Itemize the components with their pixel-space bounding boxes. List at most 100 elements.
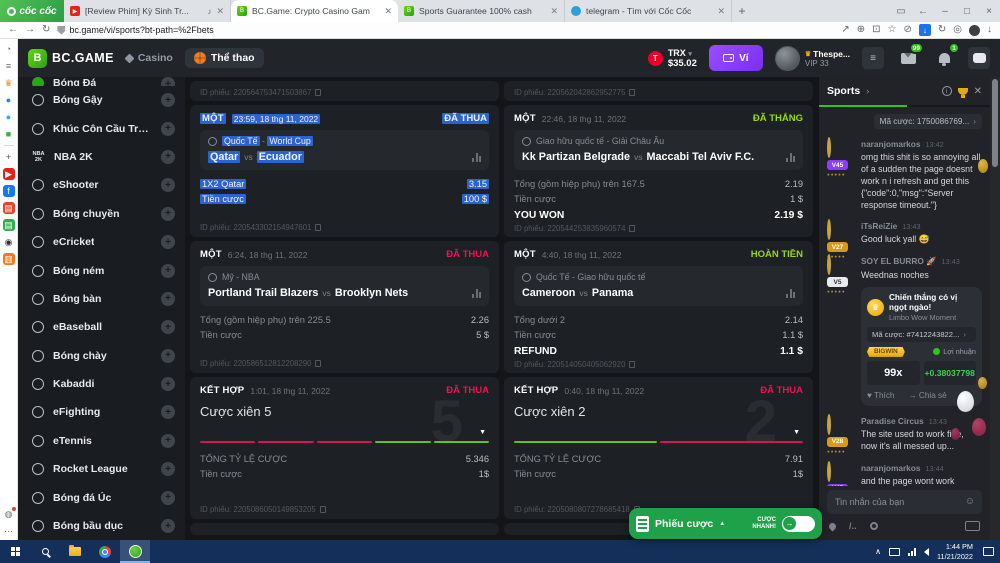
match-panel[interactable]: Quốc Tế - Giao hữu quốc tế Cameroon vs Pan… [514, 266, 803, 306]
bet-id-pill[interactable]: Mã cược: 1750086769... › [873, 114, 982, 129]
tab-close-icon[interactable]: ✕ [384, 5, 392, 16]
expand-plus-icon[interactable]: + [161, 149, 175, 164]
sidebar-item-ecricket[interactable]: eCricket + [18, 228, 185, 256]
trophy-icon[interactable] [957, 87, 968, 98]
tab-close-icon[interactable]: ✕ [216, 5, 224, 16]
avatar[interactable] [827, 137, 831, 158]
coccoc-logo[interactable]: cốc cốc [0, 0, 64, 22]
bookmark-star-icon[interactable]: ☆ [887, 24, 897, 35]
sidebar-item-ebaseball[interactable]: eBaseball + [18, 313, 185, 341]
more-icon[interactable]: ⋯ [4, 525, 13, 536]
expand-plus-icon[interactable]: + [161, 433, 175, 448]
file-explorer-button[interactable] [60, 540, 90, 563]
copy-icon[interactable] [319, 506, 326, 513]
games-icon[interactable]: ■ [5, 128, 12, 139]
cart-icon[interactable]: ▥ [2, 253, 15, 265]
win-bet-id[interactable]: Mã cược: #7412243822... › [867, 326, 976, 342]
expand-plus-icon[interactable]: + [161, 462, 175, 477]
youtube-icon[interactable]: ▶ [2, 168, 15, 180]
expand-plus-icon[interactable]: + [161, 77, 175, 86]
sidebar-item-rocket-league[interactable]: Rocket League + [18, 455, 185, 483]
capture-icon[interactable]: ⊡ [872, 24, 881, 35]
chat-username[interactable]: Paradise Circus [861, 415, 924, 426]
expand-plus-icon[interactable]: + [161, 320, 175, 335]
browser-tab-3[interactable]: telegram - Tìm với Cốc Cốc ✕ [565, 0, 732, 22]
expand-plus-icon[interactable]: + [161, 121, 175, 136]
sidebar-item-b-ng-b-u-d-c[interactable]: Bóng bầu dục + [18, 512, 185, 540]
sidebar-item-efighting[interactable]: eFighting + [18, 398, 185, 426]
win-share-card[interactable]: ♛ Chiến thắng có vị ngọt ngào! Limbo Wow… [861, 287, 982, 406]
avatar[interactable] [827, 413, 831, 435]
network-icon[interactable] [908, 547, 917, 556]
statistics-icon[interactable] [472, 152, 481, 162]
reload-button[interactable]: ↻ [42, 24, 51, 35]
taskbar-clock[interactable]: 1:44 PM 11/21/2022 [937, 542, 973, 560]
bet-card-2[interactable]: MỘT 6:24, 18 thg 11, 2022 ĐÃ THUA Mỹ - N… [190, 241, 499, 373]
browser-tab-2[interactable]: B Sports Guarantee 100% cash ✕ [398, 0, 565, 22]
chat-username[interactable]: naranjomarkos [861, 139, 921, 149]
wallet-button[interactable]: Ví [708, 45, 763, 71]
download-manager-icon[interactable]: ↓ [918, 24, 931, 36]
sidebar-item-kabaddi[interactable]: Kabaddi + [18, 370, 185, 398]
shopping-icon[interactable]: ▤ [2, 202, 15, 214]
browser-tab-0[interactable]: ▶ [Review Phim] Kỳ Sinh Tr... ♪ ✕ [64, 0, 231, 22]
chat-username[interactable]: naranjomarkos [861, 462, 921, 473]
forward-button[interactable]: → [25, 24, 35, 35]
sidebar-item-b-ng-chuy-n[interactable]: Bóng chuyền + [18, 200, 185, 228]
bcgame-logo[interactable]: B BC.GAME [28, 48, 114, 68]
sidebar-item-b-ng-b-n[interactable]: Bóng bàn + [18, 285, 185, 313]
chat-settings-icon[interactable] [869, 522, 878, 530]
info-icon[interactable]: i [941, 86, 952, 96]
expand-plus-icon[interactable]: + [161, 519, 175, 534]
inbox-button[interactable]: 99 [896, 42, 924, 70]
sidebar-item-kh-c-c-n-c-u-tr-n-b-ng[interactable]: Khúc Côn Cầu Trên Băng + [18, 114, 185, 142]
reading-list-icon[interactable]: ≡ [5, 60, 12, 71]
copy-icon[interactable] [629, 360, 636, 368]
action-center-icon[interactable] [983, 547, 994, 556]
quick-bet-toggle[interactable]: → [782, 515, 815, 532]
expand-caret-icon[interactable]: ▼ [793, 429, 800, 436]
speaker-icon[interactable]: ♪ [207, 6, 212, 16]
chat-username[interactable]: iTsReiZie [861, 221, 898, 232]
share-icon[interactable]: ↗ [841, 24, 850, 35]
chat-username[interactable]: SOY EL BURRO 🚀 [861, 256, 937, 267]
tray-expand-icon[interactable]: ∧ [875, 547, 882, 556]
expand-plus-icon[interactable]: + [161, 490, 175, 505]
add-icon[interactable]: + [5, 151, 12, 162]
betslip-button[interactable]: Phiếu cược ▲ CƯỢC NHANH! → [629, 508, 822, 539]
expand-plus-icon[interactable]: + [161, 235, 175, 250]
avatar[interactable] [827, 254, 831, 276]
bet-card-5[interactable]: KẾT HỢP 0:40, 18 thg 11, 2022 ĐÃ THUA Cư… [504, 377, 813, 519]
statistics-icon[interactable] [786, 288, 795, 298]
share-button[interactable]: → Chia sẻ [908, 390, 947, 400]
statistics-icon[interactable] [786, 152, 795, 162]
sidebar-item-b-ng-ch-y[interactable]: Bóng chày + [18, 342, 185, 370]
bet-card-4[interactable]: KẾT HỢP 1:01, 18 thg 11, 2022 ĐÃ THUA Cư… [190, 377, 499, 519]
page-scrollbar[interactable] [990, 77, 1000, 540]
avatar[interactable] [827, 460, 831, 482]
bet-card-0[interactable]: MỘT 23:59, 18 thg 11, 2022 ĐÃ THUA Quốc … [190, 105, 499, 237]
tab-close-icon[interactable]: ✕ [550, 5, 558, 16]
volume-icon[interactable] [924, 547, 930, 556]
minimize-button[interactable]: – [942, 5, 948, 17]
coccoc-button[interactable] [120, 540, 150, 563]
security-icon[interactable] [57, 25, 66, 35]
sidebar-item-b-ng-g-y[interactable]: Bóng Gậy + [18, 86, 185, 114]
expand-plus-icon[interactable]: + [161, 405, 175, 420]
like-button[interactable]: ♥ Thích [867, 390, 895, 400]
avatar[interactable] [827, 219, 831, 241]
cast-icon[interactable]: ▭ [896, 5, 906, 17]
chrome-button[interactable] [90, 540, 120, 563]
cloud-icon[interactable]: ● [5, 111, 12, 122]
chevron-right-icon[interactable]: › [866, 86, 870, 96]
url-field[interactable]: bc.game/vi/sports?bt-path=%2Fbets [57, 25, 834, 35]
sidebar-item-b-ng-c[interactable]: Bóng đá Úc + [18, 483, 185, 511]
chat-input[interactable] [827, 490, 982, 514]
tab-search-icon[interactable]: ← [918, 5, 928, 17]
expand-plus-icon[interactable]: + [161, 291, 175, 306]
close-button[interactable]: × [986, 5, 992, 17]
download-tray-icon[interactable]: ↓ [987, 24, 992, 35]
taskbar-search[interactable] [30, 540, 60, 563]
bet-card-partial[interactable]: ID phiếu: 220564753471503867 [190, 81, 499, 101]
expand-plus-icon[interactable]: + [161, 263, 175, 278]
